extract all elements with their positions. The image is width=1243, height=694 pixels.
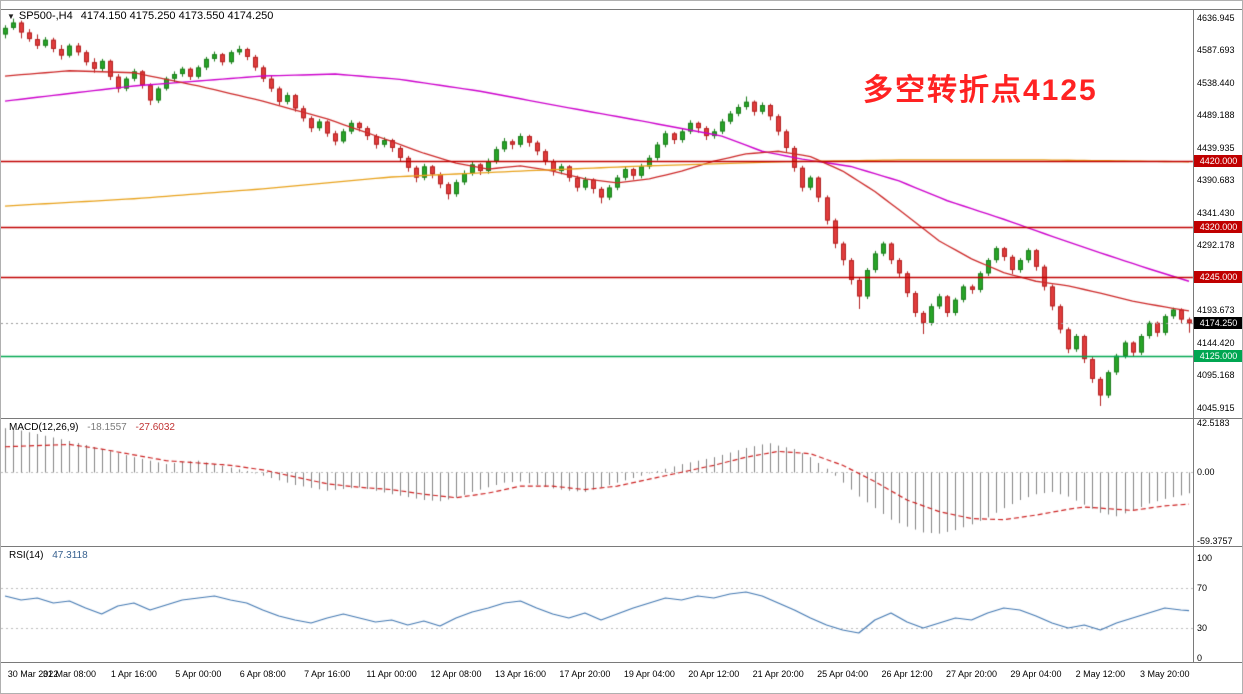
price-axis-label: 4390.683 xyxy=(1197,175,1235,185)
time-axis-label: 11 Apr 00:00 xyxy=(366,669,417,679)
symbol-period-label: SP500-,H4 xyxy=(18,10,73,22)
time-axis-label: 21 Apr 20:00 xyxy=(752,669,804,679)
annotation-text[interactable]: 多空转折点4125 xyxy=(863,74,1098,107)
time-axis-label: 27 Apr 20:00 xyxy=(945,669,998,679)
price-axis-label: 4341.430 xyxy=(1197,207,1235,218)
time-axis-label: 1 Apr 16:00 xyxy=(110,669,157,679)
symbol-dropdown-icon[interactable]: ▼ xyxy=(7,12,15,21)
rsi-value: 47.3118 xyxy=(52,550,88,561)
macd-indicator-label: MACD(12,26,9) -18.1557 -27.6032 xyxy=(9,422,175,433)
price-axis-label: 4193.673 xyxy=(1197,305,1235,315)
time-axis-label: 30 Mar 2022 xyxy=(7,669,59,679)
time-axis-label: 6 Apr 08:00 xyxy=(239,669,286,679)
price-axis-label: 4489.188 xyxy=(1197,110,1235,120)
time-axis-label: 26 Apr 12:00 xyxy=(881,669,933,679)
price-axis-label: 4045.915 xyxy=(1197,402,1235,413)
hline-price-tag: 4420.000 xyxy=(1194,155,1242,168)
time-axis-label: 12 Apr 08:00 xyxy=(430,669,482,679)
time-axis-label: 13 Apr 16:00 xyxy=(494,669,547,679)
price-axis-label: 4439.935 xyxy=(1197,142,1235,153)
rsi-indicator-label: RSI(14) 47.3118 xyxy=(9,550,88,561)
macd-axis-label: 42.5183 xyxy=(1197,417,1230,428)
time-axis-label: 2 May 12:00 xyxy=(1075,669,1126,679)
macd-panel-divider[interactable] xyxy=(1,418,1242,419)
time-axis-label: 17 Apr 20:00 xyxy=(559,669,611,679)
price-axis-label: 4144.420 xyxy=(1197,337,1235,348)
symbol-title: ▼ SP500-,H4 4174.150 4175.250 4173.550 417… xyxy=(7,10,273,22)
price-axis-line xyxy=(1193,9,1194,662)
current-price-tag: 4174.250 xyxy=(1194,317,1242,330)
macd-signal-value: -27.6032 xyxy=(135,422,175,433)
time-axis-label: 5 Apr 00:00 xyxy=(175,669,222,679)
macd-axis-label: 0.00 xyxy=(1197,466,1215,477)
time-axis-label: 7 Apr 16:00 xyxy=(304,669,351,679)
macd-axis-label: -59.3757 xyxy=(1197,535,1233,546)
time-axis-label: 19 Apr 04:00 xyxy=(623,669,675,679)
hline-price-tag: 4245.000 xyxy=(1194,270,1242,283)
hline-price-tag: 4320.000 xyxy=(1194,221,1242,234)
rsi-axis-label: 30 xyxy=(1197,622,1208,633)
time-axis-label: 29 Apr 04:00 xyxy=(1010,669,1062,679)
price-axis-label: 4292.178 xyxy=(1197,240,1235,250)
rsi-panel-divider[interactable] xyxy=(1,546,1242,547)
time-axis-label: 3 May 20:00 xyxy=(1140,669,1190,679)
time-axis-label: 31 Mar 08:00 xyxy=(42,669,96,679)
time-axis-label: 20 Apr 12:00 xyxy=(688,669,740,679)
time-axis-line xyxy=(1,662,1242,663)
rsi-axis-label: 100 xyxy=(1197,552,1213,563)
price-axis-label: 4587.693 xyxy=(1197,45,1235,55)
ohlc-values: 4174.150 4175.250 4173.550 4174.250 xyxy=(80,10,274,22)
price-axis-label: 4538.440 xyxy=(1197,77,1235,88)
macd-name: MACD(12,26,9) xyxy=(9,422,79,433)
rsi-name: RSI(14) xyxy=(9,550,44,561)
price-axis-label: 4636.945 xyxy=(1197,12,1235,23)
top-frame-line xyxy=(1,9,1242,10)
rsi-axis-label: 70 xyxy=(1197,582,1208,593)
macd-main-value: -18.1557 xyxy=(87,422,127,433)
hline-price-tag: 4125.000 xyxy=(1194,349,1242,362)
rsi-axis-label: 0 xyxy=(1197,652,1203,663)
time-axis-label: 25 Apr 04:00 xyxy=(817,669,869,679)
price-axis-label: 4095.168 xyxy=(1197,370,1235,380)
